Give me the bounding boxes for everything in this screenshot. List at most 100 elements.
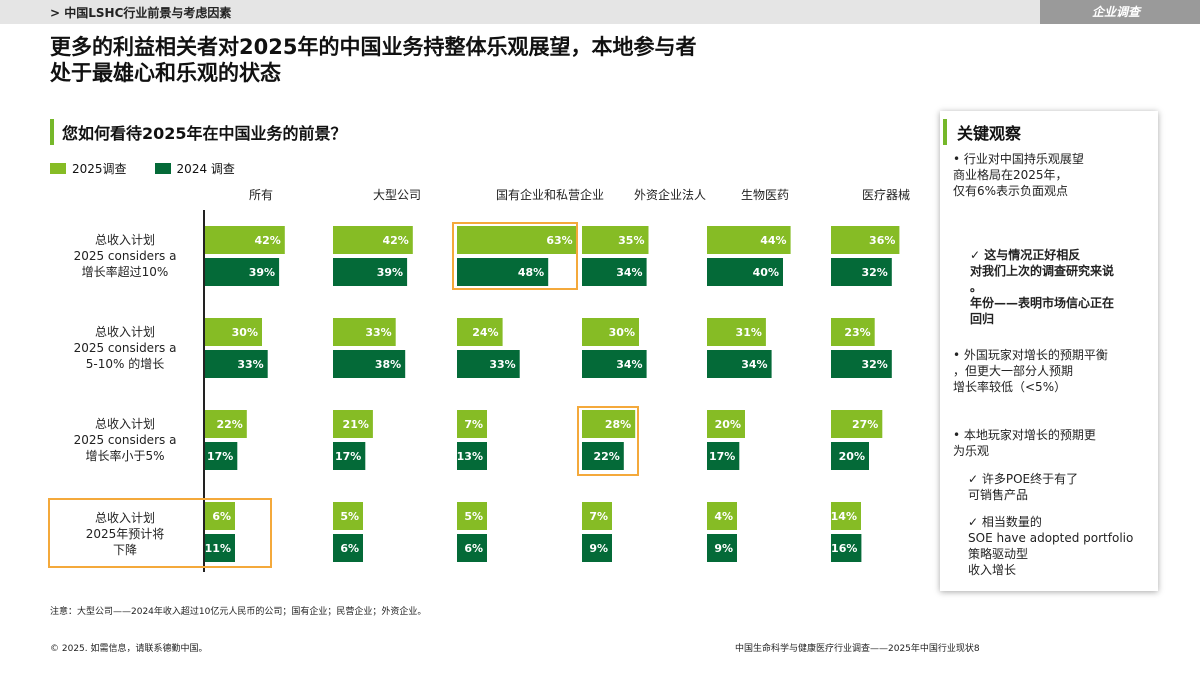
- row-label-line: 2025年预计将: [85, 527, 165, 541]
- bar-s2024: [831, 442, 869, 470]
- bar-s2024: [457, 258, 549, 286]
- bar-value-label: 27%: [852, 418, 878, 431]
- observation-line: 可销售产品: [968, 488, 1029, 502]
- bar-s2024: [582, 442, 624, 470]
- section-tag: 企业调查: [1040, 0, 1200, 24]
- bar-s2024: [333, 442, 366, 470]
- observation-line: 商业格局在2025年，: [953, 168, 1068, 182]
- bar-s2024: [205, 442, 238, 470]
- observation-line: ✓ 许多POE终于有了: [968, 472, 1079, 486]
- page-title-line-2: 处于最雄心和乐观的状态: [50, 61, 281, 85]
- highlight-box-decline: [48, 498, 272, 568]
- bar-value-label: 36%: [869, 234, 895, 247]
- bar-s2025: [333, 318, 396, 346]
- bar-value-label: 28%: [605, 418, 631, 431]
- observation-line: SOE have adopted portfolio: [968, 531, 1134, 545]
- observation-line: • 本地玩家对增长的预期更: [953, 428, 1096, 442]
- row-label-decline: 总收入计划 2025年预计将 下降: [50, 510, 200, 558]
- bar-value-label: 34%: [616, 358, 642, 371]
- bar-value-label: 30%: [609, 326, 635, 339]
- bar-s2025: [707, 226, 791, 254]
- bar-s2025: [707, 502, 737, 530]
- row-label-line: 增长率超过10%: [81, 265, 169, 279]
- legend-swatch-2025: [50, 163, 66, 174]
- column-header-all: 所有: [249, 188, 274, 202]
- chart-axis-line: [203, 210, 205, 572]
- bar-value-label: 31%: [736, 326, 762, 339]
- bar-value-label: 4%: [714, 510, 733, 523]
- bar-value-label: 42%: [254, 234, 280, 247]
- column-header-soe-poe: 国有企业和私营企业: [496, 188, 605, 202]
- bar-value-label: 32%: [861, 266, 887, 279]
- legend-item-2024: 2024 调查: [154, 160, 235, 177]
- legend-label-2025: 2025调查: [72, 162, 127, 176]
- bar-s2025: [205, 410, 247, 438]
- bar-value-label: 35%: [618, 234, 644, 247]
- column-header-meddevice: 医疗器械: [862, 188, 911, 202]
- footnote: 注意：大型公司——2024年收入超过10亿元人民币的公司；国有企业；民营企业；外…: [50, 607, 427, 617]
- observation-line: 仅有6%表示负面观点: [953, 184, 1069, 198]
- observation-line: • 外国玩家对增长的预期平衡: [953, 348, 1108, 362]
- bar-value-label: 6%: [464, 542, 483, 555]
- bar-value-label: 17%: [709, 450, 735, 463]
- bar-value-label: 34%: [616, 266, 642, 279]
- bar-s2025: [707, 410, 745, 438]
- bar-value-label: 14%: [831, 510, 857, 523]
- bar-s2025: [582, 318, 639, 346]
- observation-line: 对我们上次的调查研究来说: [970, 264, 1115, 278]
- row-label-line: 总收入计划: [94, 511, 155, 525]
- bar-s2024: [333, 534, 363, 562]
- bar-s2025: [582, 226, 649, 254]
- bar-s2025: [457, 226, 577, 254]
- bar-value-label: 23%: [844, 326, 870, 339]
- copyright: © 2025. 如需信息，请联系德勤中国。: [50, 644, 208, 654]
- bar-value-label: 63%: [546, 234, 572, 247]
- bar-s2025: [707, 318, 766, 346]
- chart-question: 您如何看待2025年在中国业务的前景？: [62, 124, 347, 143]
- observation-line: 为乐观: [953, 444, 990, 458]
- bar-value-label: 20%: [715, 418, 741, 431]
- bar-value-label: 39%: [377, 266, 403, 279]
- bar-value-label: 40%: [753, 266, 779, 279]
- bar-value-label: 11%: [205, 542, 231, 555]
- bar-s2025: [205, 226, 285, 254]
- bar-s2024: [205, 350, 268, 378]
- bar-value-label: 5%: [464, 510, 483, 523]
- bar-s2024: [205, 534, 235, 562]
- observation-line: ，但更大一部分人预期: [953, 364, 1074, 378]
- bar-s2024: [582, 350, 647, 378]
- page-title: 更多的利益相关者对2025年的中国业务持整体乐观展望，本地参与者 处于最雄心和乐…: [50, 34, 696, 86]
- bar-value-label: 7%: [464, 418, 483, 431]
- bar-value-label: 5%: [340, 510, 359, 523]
- key-observations-panel: 关键观察 • 行业对中国持乐观展望 商业格局在2025年， 仅有6%表示负面观点…: [940, 111, 1158, 591]
- bar-value-label: 24%: [472, 326, 498, 339]
- bar-s2024: [831, 350, 892, 378]
- row-label-line: 2025 considers a: [73, 433, 177, 447]
- bar-s2025: [457, 502, 487, 530]
- column-header-foreign: 外资企业法人: [634, 188, 707, 202]
- bar-value-label: 13%: [457, 450, 483, 463]
- observation-line: 年份——表明市场信心正在: [970, 296, 1115, 310]
- chart-legend: 2025调查 2024 调查: [50, 160, 235, 177]
- bar-value-label: 6%: [340, 542, 359, 555]
- bar-s2024: [457, 442, 487, 470]
- observation-line: ✓ 这与情况正好相反: [970, 248, 1081, 262]
- observation-3-sub-2: ✓ 相当数量的 SOE have adopted portfolio 策略驱动型…: [968, 514, 1133, 578]
- bar-s2025: [582, 410, 636, 438]
- bar-s2025: [457, 318, 503, 346]
- observation-3: • 本地玩家对增长的预期更 为乐观: [953, 427, 1096, 459]
- observation-1: • 行业对中国持乐观展望 商业格局在2025年， 仅有6%表示负面观点: [953, 151, 1084, 199]
- bar-value-label: 33%: [365, 326, 391, 339]
- observation-line: 回归: [970, 312, 995, 326]
- bar-value-label: 6%: [212, 510, 231, 523]
- bar-value-label: 32%: [861, 358, 887, 371]
- bar-s2025: [457, 410, 487, 438]
- observation-1-sub: ✓ 这与情况正好相反 对我们上次的调查研究来说 。 年份——表明市场信心正在 回…: [970, 247, 1114, 327]
- bar-value-label: 17%: [207, 450, 233, 463]
- row-label-line: 总收入计划: [94, 233, 155, 247]
- bar-s2025: [582, 502, 612, 530]
- bar-s2025: [333, 410, 373, 438]
- bar-s2024: [333, 258, 408, 286]
- bar-s2024: [582, 534, 612, 562]
